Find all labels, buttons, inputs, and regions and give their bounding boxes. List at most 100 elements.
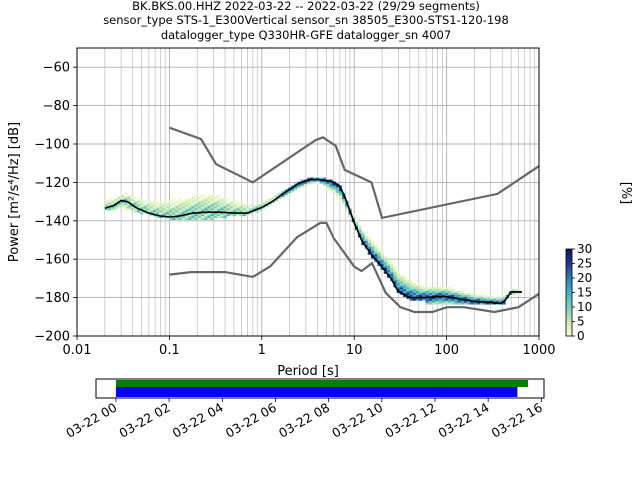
histogram-cell [431, 300, 436, 303]
histogram-cell [419, 288, 423, 292]
histogram-cell [332, 189, 336, 192]
histogram-cell [406, 288, 410, 292]
histogram-cell [403, 279, 407, 282]
histogram-cell [168, 208, 173, 211]
title-line-2: sensor_type STS-1_E300Vertical sensor_sn… [103, 13, 509, 27]
histogram-cell [383, 264, 388, 267]
y-tick-label: −180 [34, 291, 70, 306]
histogram-cell [415, 294, 420, 297]
histogram-cell [483, 296, 487, 299]
histogram-cell [467, 300, 471, 303]
histogram-cell [399, 288, 404, 292]
histogram-cell [172, 202, 176, 205]
histogram-cell [303, 181, 307, 184]
histogram-cell [184, 210, 189, 213]
histogram-cell [130, 200, 134, 203]
histogram-cell [133, 196, 137, 199]
histogram-cell [217, 216, 221, 219]
histogram-cell [152, 208, 157, 211]
histogram-cell [127, 208, 131, 211]
histogram-cell [508, 294, 513, 297]
histogram-cell [188, 198, 192, 201]
histogram-cell [175, 208, 179, 211]
histogram-cell [252, 208, 256, 211]
histogram-cell [120, 196, 125, 199]
histogram-cell [438, 292, 442, 295]
histogram-cell [108, 202, 112, 205]
histogram-cell [194, 210, 198, 213]
histogram-cell [435, 294, 439, 297]
histogram-cell [159, 206, 163, 209]
histogram-cell [412, 298, 416, 301]
histogram-cell [143, 206, 147, 209]
histogram-cell [425, 298, 429, 301]
histogram-cell [124, 204, 128, 207]
histogram-cell [197, 200, 202, 203]
histogram-cell [194, 216, 198, 219]
histogram-cell [463, 296, 468, 299]
histogram-cell [181, 204, 185, 207]
histogram-cell [188, 214, 192, 217]
histogram-cell [172, 214, 176, 217]
histogram-cell [217, 194, 221, 197]
histogram-cell [165, 210, 169, 213]
histogram-cell [467, 296, 471, 299]
histogram-cell [143, 204, 147, 207]
histogram-cell [149, 214, 153, 217]
histogram-cell [207, 196, 211, 199]
histogram-cell [460, 300, 464, 303]
histogram-cell [201, 200, 205, 203]
histogram-cell [425, 302, 429, 305]
histogram-cell [255, 206, 259, 209]
histogram-cell [463, 300, 468, 303]
histogram-cell [220, 200, 224, 203]
histogram-cell [441, 302, 445, 305]
histogram-cell [370, 240, 375, 244]
histogram-cell [223, 210, 227, 213]
histogram-cell [345, 204, 349, 207]
histogram-cell [441, 292, 445, 295]
histogram-cell [306, 181, 311, 184]
histogram-cell [438, 290, 442, 293]
histogram-cell [172, 208, 176, 211]
histogram-cell [412, 283, 416, 286]
histogram-cell [188, 202, 192, 205]
histogram-cell [277, 196, 282, 199]
histogram-cell [159, 204, 163, 207]
histogram-cell [168, 217, 173, 221]
histogram-cell [143, 212, 147, 215]
histogram-cell [204, 210, 208, 213]
histogram-cell [380, 252, 384, 255]
x-tick-label: 100 [434, 343, 459, 358]
histogram-cell [114, 204, 118, 207]
histogram-cell [184, 216, 189, 219]
histogram-cell [451, 302, 455, 305]
histogram-cell [374, 252, 378, 255]
histogram-cell [403, 275, 407, 278]
histogram-cell [178, 216, 182, 219]
histogram-cell [342, 196, 346, 199]
colorbar-tick-label: 25 [577, 257, 592, 271]
histogram-cell [403, 285, 407, 288]
histogram-cell [242, 214, 246, 217]
timeline-tick-label: 03-22 00 [63, 400, 119, 441]
histogram-cell [168, 212, 173, 215]
histogram-cell [438, 294, 442, 297]
histogram-cell [220, 204, 224, 207]
histogram-cell [104, 204, 109, 207]
histogram-cell [377, 250, 381, 253]
histogram-cell [294, 185, 298, 188]
histogram-cell [409, 294, 413, 297]
histogram-cell [403, 288, 407, 292]
histogram-cell [217, 198, 221, 201]
histogram-cell [213, 202, 218, 205]
histogram-cell [322, 177, 327, 180]
title-line-1: BK.BKS.00.HHZ 2022-03-22 -- 2022-03-22 (… [132, 0, 480, 13]
histogram-cell [329, 185, 333, 188]
histogram-cell [370, 256, 375, 259]
histogram-cell [207, 206, 211, 209]
histogram-cell [454, 302, 458, 305]
histogram-cell [435, 288, 439, 292]
histogram-cell [390, 275, 394, 278]
